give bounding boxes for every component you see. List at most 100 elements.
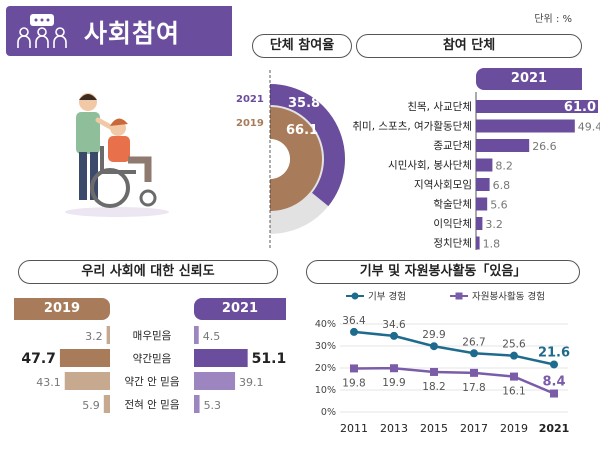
- trust-category-label: 매우믿음: [133, 330, 172, 342]
- donut-mask: [230, 70, 270, 250]
- donut-chart: 2021 35.8 2019 66.1: [230, 70, 346, 250]
- section-participation-org: 참여 단체: [356, 34, 582, 58]
- org-bar: [476, 217, 483, 230]
- line-point: [350, 364, 358, 373]
- donation-line-chart: 0% 10% 20% 30% 40% 2011 2013 2015 2017 2019 2021 기부…: [315, 291, 570, 436]
- org-value-label: 6.8: [493, 179, 511, 192]
- trust-tab-2021: 2021: [194, 298, 286, 320]
- org-category-label: 지역사회모임: [414, 178, 472, 191]
- line-value-label: 34.6: [382, 319, 406, 331]
- line-value-label: 25.6: [502, 339, 526, 351]
- org-year-tab: 2021: [476, 68, 582, 90]
- line-value-label: 29.9: [422, 329, 445, 341]
- trust-bar-2021: [194, 395, 200, 413]
- line-point: [350, 327, 358, 336]
- org-value-label: 1.8: [483, 238, 501, 251]
- org-bar: [476, 100, 598, 113]
- org-bar: [476, 158, 493, 172]
- trust-value-2019: 3.2: [85, 330, 103, 343]
- line-point: [470, 349, 478, 358]
- org-value-label: 61.0: [564, 100, 596, 115]
- line-series: [353, 330, 555, 366]
- trust-bar-2019: [64, 372, 110, 390]
- unit-label: 단위 : %: [534, 14, 572, 25]
- line-value-label: 18.2: [422, 381, 445, 393]
- section-trust: 우리 사회에 대한 신뢰도: [18, 260, 278, 284]
- line-xtick-label: 2011: [340, 422, 368, 435]
- donut-label-2021: 2021: [236, 94, 264, 105]
- trust-bar-2021: [194, 349, 248, 367]
- line-point: [390, 331, 398, 340]
- org-bar: [476, 139, 530, 152]
- org-category-label: 취미, 스포츠, 여가활동단체: [352, 120, 472, 133]
- trust-value-2019: 5.9: [82, 399, 100, 412]
- trust-value-2021: 39.1: [239, 376, 264, 389]
- line-xtick-label: 2019: [500, 422, 528, 435]
- org-bar: [476, 119, 575, 133]
- trust-value-2019: 43.1: [36, 376, 61, 389]
- line-ytick-label: 10%: [315, 385, 336, 396]
- org-value-label: 3.2: [485, 218, 503, 231]
- trust-bar-2019: [106, 326, 110, 344]
- line-value-label: 16.1: [502, 386, 525, 398]
- donut-slice-2021: [270, 84, 346, 207]
- line-point: [510, 351, 518, 360]
- trust-category-label: 약간 안 믿음: [125, 376, 180, 388]
- legend-marker: [351, 292, 359, 300]
- org-bar-chart: 친목, 사교단체 61.0 취미, 스포츠, 여가활동단체 49.4 종교단체 26.6 시…: [352, 92, 600, 251]
- section-donation: 기부 및 자원봉사활동「있음」: [306, 260, 580, 284]
- line-xtick-label: 2015: [420, 422, 448, 435]
- trust-tab-2019: 2019: [14, 298, 110, 320]
- line-point: [430, 342, 438, 351]
- line-ytick-label: 30%: [315, 341, 336, 352]
- org-value-label: 5.6: [490, 199, 508, 212]
- line-xtick-label: 2017: [460, 422, 488, 435]
- line-value-label: 19.8: [342, 377, 365, 389]
- trust-bar-chart: 매우믿음 3.2 4.5 약간믿음 47.7 51.1 약간 안 믿음 43.1 39.1 전혀 …: [21, 326, 287, 413]
- org-value-label: 8.2: [495, 160, 513, 173]
- org-category-label: 정치단체: [433, 238, 472, 250]
- trust-category-label: 약간믿음: [133, 353, 172, 365]
- meeting-icon: [14, 12, 70, 50]
- line-value-label: 26.7: [462, 336, 485, 348]
- org-bar: [476, 236, 480, 250]
- org-category-label: 친목, 사교단체: [407, 101, 472, 113]
- page-title: 사회참여: [84, 19, 181, 48]
- org-bar: [476, 178, 490, 191]
- legend-label: 기부 경험: [368, 291, 406, 303]
- line-value-label: 36.4: [342, 315, 366, 327]
- section-participation-rate: 단체 참여율: [252, 34, 352, 58]
- trust-value-2019: 47.7: [21, 351, 56, 367]
- trust-category-label: 전혀 안 믿음: [125, 399, 180, 411]
- line-value-label: 8.4: [542, 375, 565, 390]
- line-value-label: 17.8: [462, 382, 485, 394]
- trust-bar-2019: [103, 395, 110, 413]
- trust-bar-2021: [194, 372, 236, 390]
- donut-value-2019: 66.1: [286, 123, 318, 138]
- trust-value-2021: 51.1: [252, 351, 287, 367]
- line-series: [353, 366, 555, 395]
- line-value-label: 21.6: [538, 345, 570, 360]
- trust-bar-2019: [59, 349, 110, 367]
- line-ytick-label: 40%: [315, 319, 336, 330]
- line-ytick-label: 0%: [321, 407, 336, 418]
- line-value-label: 19.9: [382, 377, 405, 389]
- title-banner: 사회참여: [6, 6, 232, 56]
- line-xtick-label: 2013: [380, 422, 408, 435]
- org-category-label: 종교단체: [433, 140, 472, 152]
- trust-value-2021: 5.3: [204, 399, 222, 412]
- org-category-label: 이익단체: [433, 218, 472, 230]
- donut-label-2019: 2019: [236, 118, 264, 129]
- line-point: [510, 372, 518, 381]
- line-point: [470, 368, 478, 377]
- org-bar: [476, 197, 488, 211]
- line-point: [390, 364, 398, 373]
- legend-label: 자원봉사활동 경험: [472, 291, 545, 303]
- org-category-label: 시민사회, 봉사단체: [388, 160, 472, 172]
- line-point: [550, 360, 558, 369]
- org-value-label: 26.6: [532, 140, 557, 153]
- line-point: [430, 367, 438, 376]
- donut-value-2021: 35.8: [288, 96, 320, 111]
- line-xtick-label: 2021: [539, 422, 570, 435]
- line-point: [550, 389, 558, 398]
